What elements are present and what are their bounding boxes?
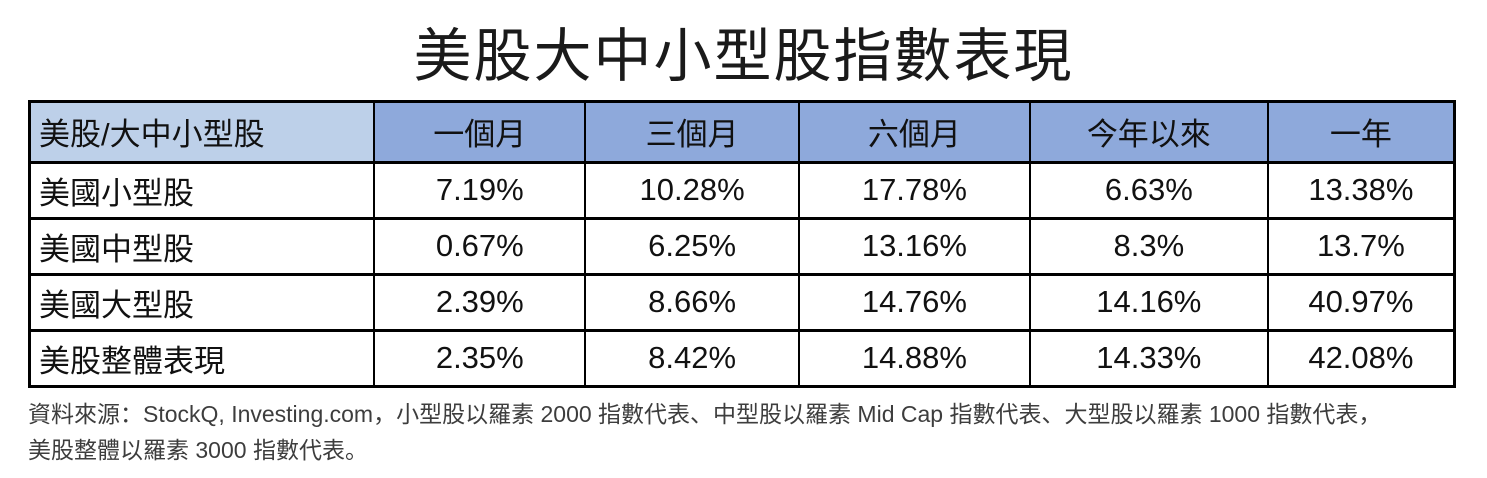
row-label: 美國小型股 [28, 160, 376, 220]
column-header-1m: 一個月 [373, 99, 587, 164]
column-header-1y: 一年 [1266, 99, 1456, 164]
value-cell: 13.16% [797, 216, 1031, 276]
value-cell: 14.33% [1028, 328, 1269, 388]
value-cell: 8.3% [1028, 216, 1269, 276]
source-note-line-1: 資料來源：StockQ, Investing.com，小型股以羅素 2000 指… [28, 400, 1382, 427]
value-cell: 2.39% [373, 272, 587, 332]
performance-table: 美股/大中小型股 一個月 三個月 六個月 今年以來 一年 美國小型股 7.19%… [28, 99, 1456, 388]
source-note: 資料來源：StockQ, Investing.com，小型股以羅素 2000 指… [28, 396, 1459, 470]
column-header-ytd: 今年以來 [1028, 99, 1269, 164]
value-cell: 40.97% [1266, 272, 1456, 332]
column-header-6m: 六個月 [797, 99, 1031, 164]
table-row-mid-cap: 美國中型股 0.67% 6.25% 13.16% 8.3% 13.7% [28, 216, 1456, 276]
value-cell: 17.78% [797, 160, 1031, 220]
row-label: 美國中型股 [28, 216, 376, 276]
value-cell: 14.76% [797, 272, 1031, 332]
value-cell: 13.7% [1266, 216, 1456, 276]
value-cell: 10.28% [584, 160, 800, 220]
value-cell: 8.66% [584, 272, 800, 332]
value-cell: 7.19% [373, 160, 587, 220]
header-row: 美股/大中小型股 一個月 三個月 六個月 今年以來 一年 [28, 99, 1456, 164]
row-label: 美國大型股 [28, 272, 376, 332]
value-cell: 6.63% [1028, 160, 1269, 220]
value-cell: 13.38% [1266, 160, 1456, 220]
corner-header-cell: 美股/大中小型股 [28, 99, 376, 164]
value-cell: 2.35% [373, 328, 587, 388]
value-cell: 14.88% [797, 328, 1031, 388]
table-row-overall: 美股整體表現 2.35% 8.42% 14.88% 14.33% 42.08% [28, 328, 1456, 388]
value-cell: 8.42% [584, 328, 800, 388]
row-label: 美股整體表現 [28, 328, 376, 388]
table-row-large-cap: 美國大型股 2.39% 8.66% 14.76% 14.16% 40.97% [28, 272, 1456, 332]
value-cell: 42.08% [1266, 328, 1456, 388]
value-cell: 6.25% [584, 216, 800, 276]
table-row-small-cap: 美國小型股 7.19% 10.28% 17.78% 6.63% 13.38% [28, 160, 1456, 220]
source-note-line-2: 美股整體以羅素 3000 指數代表。 [28, 437, 368, 464]
value-cell: 0.67% [373, 216, 587, 276]
page-title: 美股大中小型股指數表現 [413, 24, 1074, 89]
column-header-3m: 三個月 [584, 99, 800, 164]
value-cell: 14.16% [1028, 272, 1269, 332]
